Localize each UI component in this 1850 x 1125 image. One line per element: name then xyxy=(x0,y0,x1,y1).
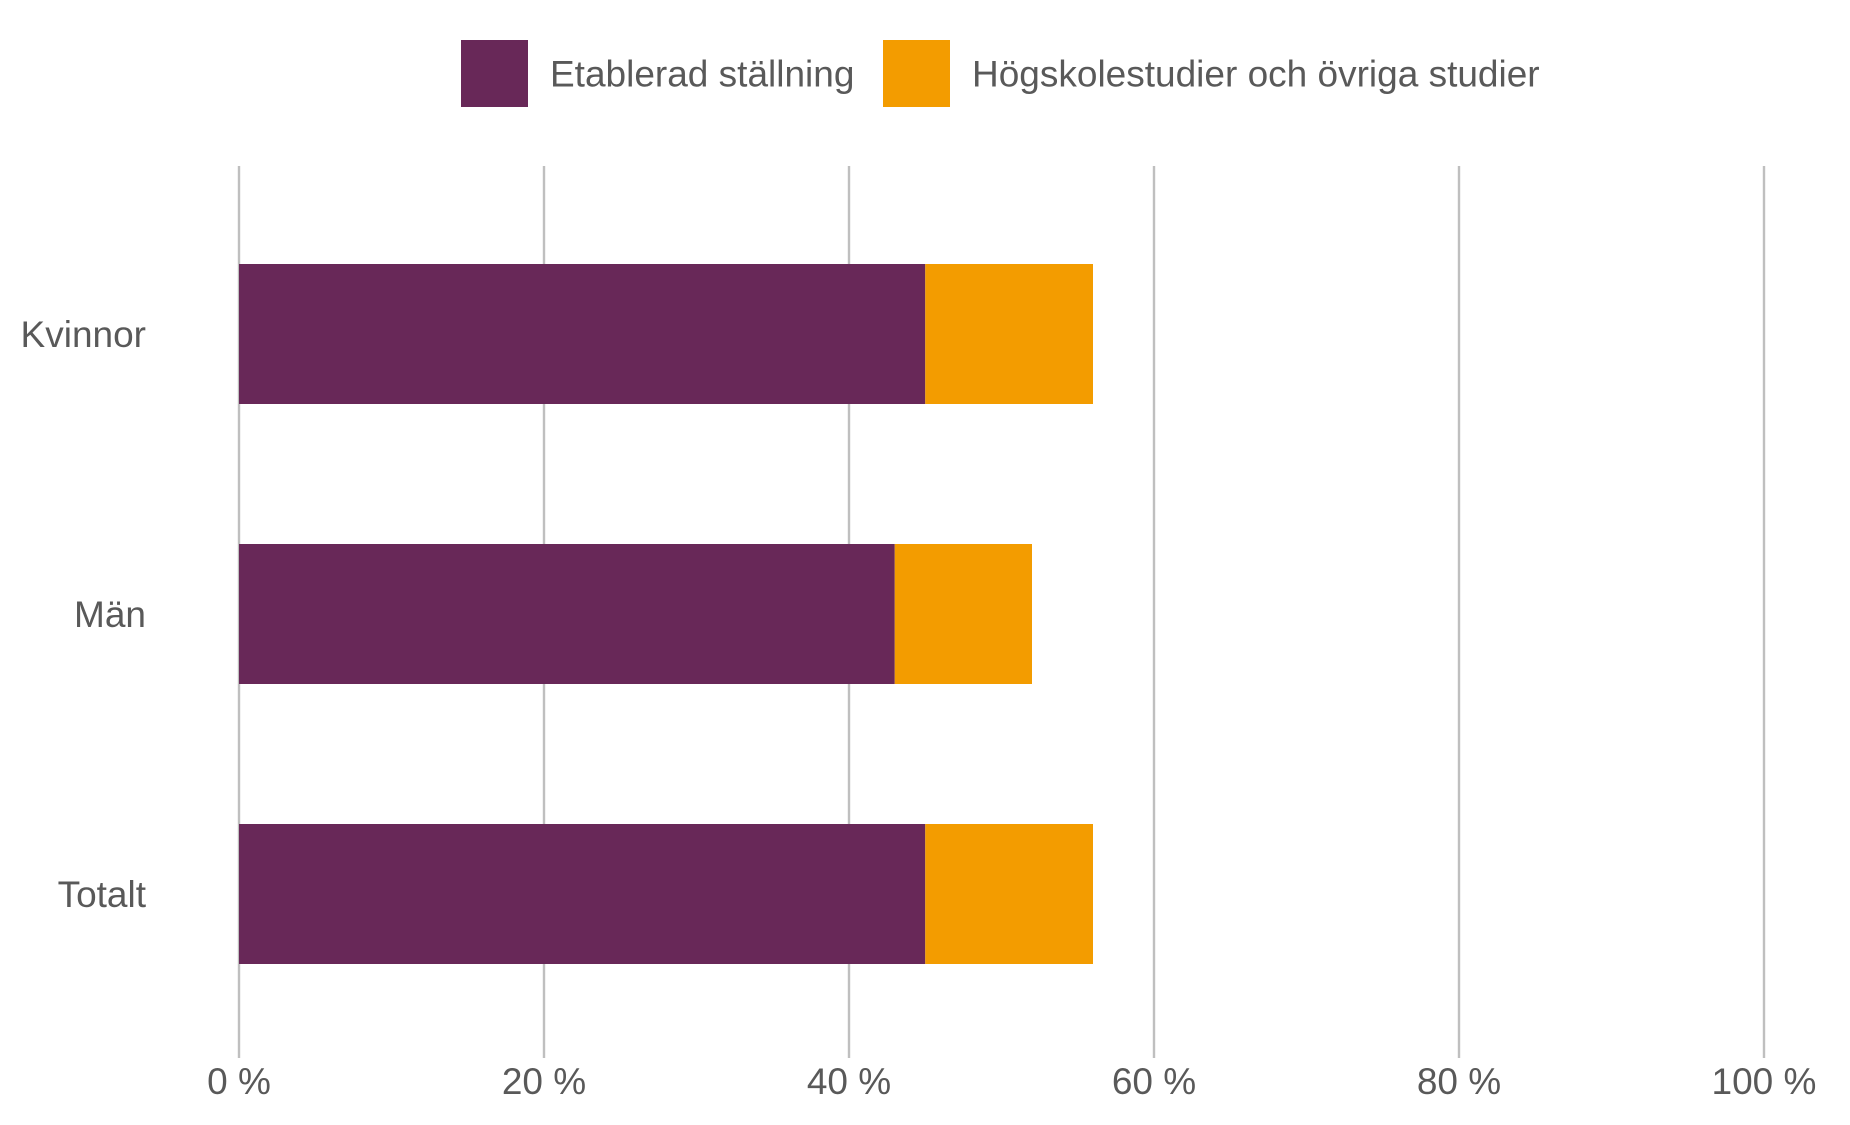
legend-label: Högskolestudier och övriga studier xyxy=(972,54,1540,95)
category-label: Kvinnor xyxy=(21,314,146,355)
category-label: Män xyxy=(74,594,146,635)
legend-swatch xyxy=(461,40,528,107)
x-tick-label: 80 % xyxy=(1417,1061,1501,1102)
legend-swatch xyxy=(883,40,950,107)
x-tick-label: 40 % xyxy=(807,1061,891,1102)
bar-segment xyxy=(239,544,895,684)
bars xyxy=(239,264,1093,964)
x-tick-labels: 0 % 20 % 40 % 60 % 80 % 100 % xyxy=(207,1061,1816,1102)
category-labels: Kvinnor Män Totalt xyxy=(21,314,147,915)
bar-segment xyxy=(925,264,1093,404)
bar-segment xyxy=(239,824,926,964)
x-tick-label: 20 % xyxy=(502,1061,586,1102)
x-tick-label: 0 % xyxy=(207,1061,271,1102)
bar-segment xyxy=(239,264,926,404)
x-tick-label: 100 % xyxy=(1712,1061,1817,1102)
bar-segment xyxy=(925,824,1093,964)
legend: Etablerad ställning Högskolestudier och ö… xyxy=(461,40,1540,107)
bar-segment xyxy=(894,544,1032,684)
category-label: Totalt xyxy=(58,874,147,915)
x-tick-label: 60 % xyxy=(1112,1061,1196,1102)
legend-label: Etablerad ställning xyxy=(550,54,854,95)
